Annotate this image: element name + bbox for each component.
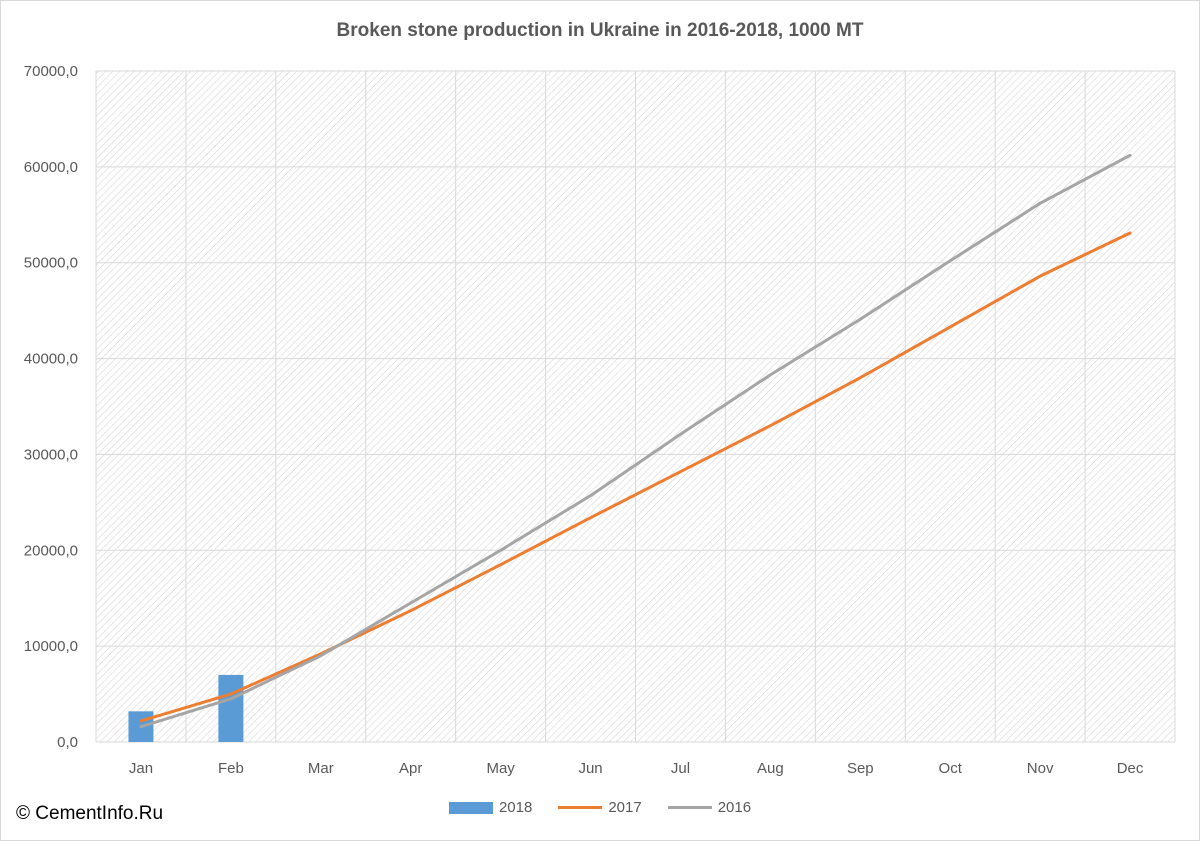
y-tick-label: 20000,0 (24, 542, 78, 559)
legend-label-2016: 2016 (717, 799, 752, 816)
x-tick-label: Jul (671, 760, 690, 777)
legend-item-2017: 2017 (558, 799, 642, 816)
x-tick-label: Dec (1117, 760, 1144, 777)
copyright-text: © CementInfo.Ru (16, 803, 164, 824)
x-tick-label: Jun (578, 760, 602, 777)
x-tick-label: Apr (399, 760, 422, 777)
x-tick-label: May (486, 760, 515, 777)
legend-item-2018: 2018 (448, 799, 533, 816)
x-tick-label: Mar (308, 760, 334, 777)
y-tick-label: 40000,0 (24, 351, 78, 368)
y-tick-label: 10000,0 (24, 638, 78, 655)
x-tick-label: Oct (939, 760, 963, 777)
line-series-2016 (139, 153, 1132, 729)
x-tick-label: Nov (1027, 760, 1054, 777)
y-tick-label: 50000,0 (24, 255, 78, 272)
x-tick-label: Jan (129, 760, 153, 777)
y-tick-label: 30000,0 (24, 446, 78, 463)
legend-label-2017: 2017 (608, 799, 642, 816)
x-tick-label: Aug (757, 760, 784, 777)
y-tick-label: 60000,0 (24, 159, 78, 176)
legend-swatch-2016 (667, 806, 712, 809)
gridlines (95, 70, 1176, 743)
line-series-2017 (139, 231, 1132, 723)
x-tick-label: Sep (847, 760, 874, 777)
bar-series (128, 674, 244, 742)
bar-2018-feb (218, 674, 244, 742)
legend-label-2018: 2018 (498, 799, 533, 816)
x-tick-label: Feb (218, 760, 244, 777)
line-series (139, 153, 1132, 729)
y-tick-label: 0,0 (57, 734, 78, 751)
x-axis-ticks: Jan Feb Mar Apr May Jun Jul Aug Sep Oct Nov Dec (129, 760, 1144, 777)
y-axis-ticks: 0,0 10000,0 20000,0 30000,0 40000,0 50000,0 60… (24, 63, 78, 751)
y-tick-label: 70000,0 (24, 63, 78, 80)
legend: 2018 2017 2016 (0, 799, 1200, 816)
chart-title: Broken stone production in Ukraine in 20… (336, 20, 864, 41)
legend-swatch-2018 (448, 801, 493, 814)
legend-item-2016: 2016 (667, 799, 752, 816)
legend-swatch-2017 (558, 806, 603, 809)
